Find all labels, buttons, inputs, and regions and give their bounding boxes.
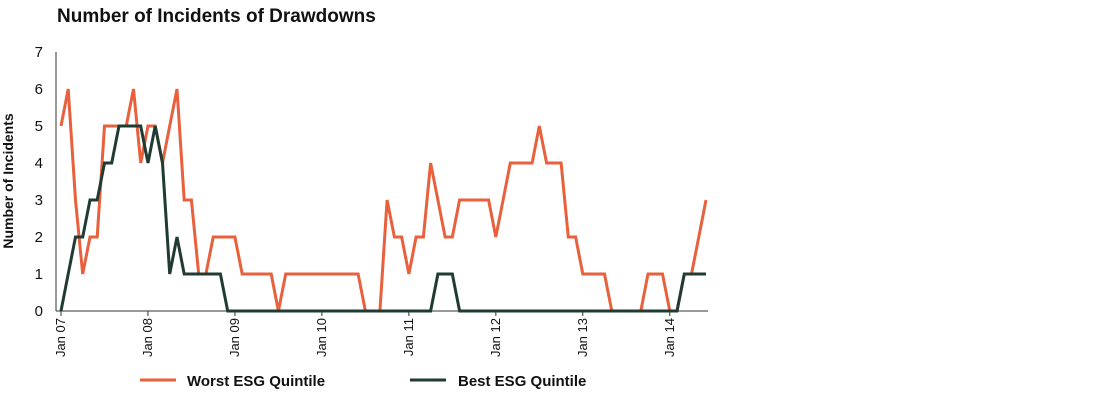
legend: Worst ESG Quintile Best ESG Quintile (140, 373, 586, 390)
x-tick-label: Jan 14 (662, 318, 677, 357)
y-tick-label: 4 (35, 155, 43, 172)
x-tick-label: Jan 11 (401, 318, 416, 356)
legend-worst-label: Worst ESG Quintile (187, 373, 325, 390)
y-tick-label: 1 (35, 266, 43, 283)
y-tick-label: 3 (35, 192, 43, 209)
x-tick-label: Jan 07 (53, 318, 68, 357)
x-tick-label: Jan 13 (575, 318, 590, 357)
x-tick-label: Jan 08 (140, 318, 155, 357)
y-tick-label: 0 (35, 303, 43, 320)
y-tick-label: 2 (35, 229, 43, 246)
y-tick-label: 7 (35, 44, 43, 61)
x-tick-label: Jan 10 (314, 318, 329, 357)
x-tick-labels: Jan 07 Jan 08 Jan 09 Jan 10 Jan 11 Jan 12 Jan … (53, 311, 677, 357)
worst-esg-quintile-line (59, 88, 708, 313)
series-lines (59, 88, 708, 313)
chart-title: Number of Incidents of Drawdowns (57, 6, 376, 27)
y-axis-label: Number of Incidents (0, 113, 16, 249)
x-tick-label: Jan 09 (227, 318, 242, 357)
x-tick-label: Jan 12 (488, 318, 503, 357)
best-esg-quintile-line (59, 124, 706, 313)
y-tick-label: 6 (35, 81, 43, 98)
legend-best-label: Best ESG Quintile (458, 373, 586, 390)
y-tick-label: 5 (35, 118, 43, 135)
y-tick-labels: 0 1 2 3 4 5 6 7 (35, 44, 43, 320)
